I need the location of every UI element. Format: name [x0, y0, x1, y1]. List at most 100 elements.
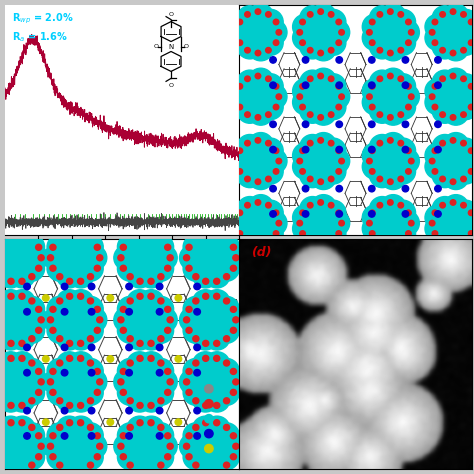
Circle shape [468, 19, 474, 25]
Circle shape [369, 135, 395, 160]
Circle shape [292, 90, 318, 115]
Circle shape [369, 224, 395, 250]
Circle shape [388, 137, 393, 143]
Circle shape [0, 290, 24, 315]
Circle shape [230, 205, 255, 230]
Circle shape [50, 244, 56, 250]
Circle shape [180, 307, 205, 332]
Circle shape [44, 369, 69, 394]
Circle shape [233, 379, 239, 385]
Circle shape [367, 220, 372, 226]
Circle shape [262, 20, 287, 45]
Circle shape [409, 220, 414, 226]
Circle shape [440, 47, 446, 53]
Circle shape [440, 176, 446, 182]
Circle shape [87, 398, 93, 404]
Circle shape [0, 256, 14, 281]
Circle shape [273, 40, 279, 46]
Circle shape [435, 146, 441, 153]
Circle shape [127, 360, 133, 366]
Circle shape [432, 197, 458, 222]
Circle shape [203, 420, 209, 426]
Circle shape [61, 370, 68, 376]
Circle shape [262, 210, 287, 236]
Circle shape [66, 310, 84, 329]
Circle shape [56, 416, 82, 441]
Circle shape [292, 216, 318, 241]
Circle shape [148, 423, 173, 448]
Circle shape [432, 70, 458, 95]
Circle shape [368, 57, 375, 63]
Circle shape [292, 154, 318, 179]
Circle shape [8, 278, 14, 284]
Text: C: C [216, 386, 221, 392]
Circle shape [68, 352, 94, 377]
Circle shape [265, 112, 271, 118]
Circle shape [300, 34, 325, 59]
Circle shape [429, 94, 435, 100]
Circle shape [425, 216, 451, 241]
Circle shape [390, 30, 416, 55]
Circle shape [409, 158, 414, 164]
Circle shape [398, 112, 403, 118]
Circle shape [224, 298, 229, 304]
Circle shape [432, 224, 458, 250]
Circle shape [194, 344, 201, 351]
Circle shape [127, 387, 153, 412]
Circle shape [265, 12, 271, 17]
Circle shape [388, 179, 393, 184]
Circle shape [311, 88, 330, 106]
Circle shape [56, 451, 82, 474]
Circle shape [248, 100, 273, 125]
Circle shape [50, 389, 56, 395]
Circle shape [47, 318, 73, 343]
Circle shape [164, 454, 171, 460]
Circle shape [36, 433, 42, 439]
Circle shape [118, 234, 143, 260]
Circle shape [19, 356, 25, 361]
Circle shape [425, 154, 451, 179]
Circle shape [248, 68, 273, 93]
Circle shape [204, 451, 230, 474]
Circle shape [368, 185, 375, 192]
Circle shape [22, 307, 48, 332]
Circle shape [61, 283, 68, 290]
Circle shape [440, 112, 446, 118]
Circle shape [36, 454, 42, 460]
Circle shape [66, 402, 73, 409]
Circle shape [402, 82, 409, 89]
Circle shape [66, 293, 73, 299]
Circle shape [388, 115, 393, 120]
Circle shape [47, 255, 54, 261]
Circle shape [237, 163, 263, 188]
Circle shape [324, 148, 350, 173]
Circle shape [47, 296, 73, 322]
Circle shape [0, 352, 24, 377]
Circle shape [203, 402, 209, 409]
Circle shape [233, 255, 239, 261]
Circle shape [336, 185, 343, 192]
Circle shape [120, 454, 127, 460]
Circle shape [297, 220, 302, 226]
Circle shape [50, 454, 56, 460]
Circle shape [0, 263, 24, 288]
Circle shape [429, 158, 435, 164]
Circle shape [127, 424, 133, 430]
Circle shape [78, 420, 84, 426]
Circle shape [186, 433, 192, 439]
Circle shape [297, 94, 302, 100]
Circle shape [193, 336, 199, 342]
Circle shape [88, 344, 95, 351]
Circle shape [381, 100, 406, 125]
Circle shape [164, 368, 171, 374]
Circle shape [24, 309, 30, 315]
Circle shape [377, 12, 383, 17]
Circle shape [24, 370, 30, 376]
Circle shape [164, 244, 171, 250]
Circle shape [183, 423, 209, 448]
Circle shape [255, 9, 261, 14]
Circle shape [230, 244, 237, 250]
Circle shape [311, 4, 336, 29]
Circle shape [0, 358, 14, 384]
Circle shape [175, 295, 182, 301]
